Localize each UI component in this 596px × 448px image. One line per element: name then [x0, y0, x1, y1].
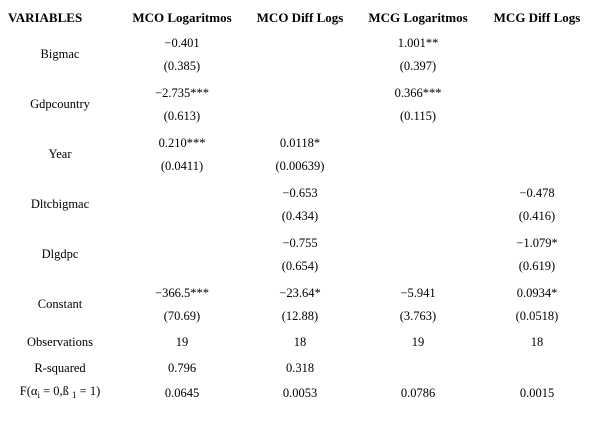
stat-value: 0.0786 [400, 386, 436, 400]
subscript: 1 [72, 390, 77, 400]
stat-label: F(αi = 0,ß 1 = 1) [20, 384, 100, 402]
row-label: Constant [37, 297, 83, 311]
row-label: Year [48, 147, 72, 161]
standard-error: (0.416) [518, 209, 556, 223]
label-text: Observations [27, 335, 93, 349]
standard-error: (0.0518) [515, 309, 559, 323]
coefficient: −0.478 [519, 186, 555, 200]
coefficient: 1.001** [397, 36, 439, 50]
standard-error: (0.434) [281, 209, 319, 223]
header-cell: MCG Diff Logs [493, 10, 581, 25]
stat-value: 0.0015 [519, 386, 555, 400]
coefficient: −23.64* [279, 286, 321, 300]
standard-error: (0.00639) [275, 159, 325, 173]
label-text: = 0,ß [39, 384, 73, 398]
standard-error: (70.69) [163, 309, 201, 323]
coefficient: −1.079* [516, 236, 558, 250]
stat-label: R-squared [34, 361, 85, 375]
standard-error: (0.613) [163, 109, 201, 123]
standard-error: (12.88) [281, 309, 319, 323]
coefficient: −5.941 [400, 286, 436, 300]
row-label: Bigmac [40, 47, 80, 61]
row-label: Dlgdpc [41, 247, 79, 261]
standard-error: (0.397) [399, 59, 437, 73]
subscript: i [37, 390, 40, 400]
coefficient: −2.735*** [155, 86, 209, 100]
coefficient: 0.0934* [516, 286, 558, 300]
coefficient: −0.401 [164, 36, 200, 50]
standard-error: (0.385) [163, 59, 201, 73]
header-cell: VARIABLES [8, 10, 83, 25]
stat-value: 18 [530, 335, 544, 349]
stat-value: 0.796 [167, 360, 197, 375]
stat-value: 0.0645 [164, 386, 200, 400]
header-cell: MCO Logaritmos [132, 10, 232, 25]
standard-error: (0.654) [281, 259, 319, 273]
standard-error: (0.619) [518, 259, 556, 273]
standard-error: (0.115) [400, 109, 436, 123]
stat-value: 19 [411, 335, 425, 349]
header-cell: MCO Diff Logs [256, 10, 344, 25]
stat-value: 19 [175, 335, 189, 349]
standard-error: (0.0411) [160, 159, 204, 173]
stat-value: 0.0053 [282, 386, 318, 400]
label-text: R-squared [34, 360, 86, 375]
coefficient: −0.755 [282, 236, 318, 250]
row-label: Dltcbigmac [30, 197, 90, 211]
coefficient: 0.0118* [279, 136, 321, 150]
header-cell: MCG Logaritmos [368, 10, 468, 25]
stat-value: 0.318 [285, 360, 315, 375]
stat-value: 18 [293, 335, 307, 349]
stat-label: Observations [27, 335, 93, 349]
coefficient: −0.653 [282, 186, 318, 200]
label-text: F(α [19, 384, 38, 398]
standard-error: (3.763) [399, 309, 437, 323]
coefficient: 0.366*** [394, 86, 442, 100]
row-label: Gdpcountry [30, 97, 90, 111]
coefficient: 0.210*** [158, 136, 206, 150]
label-text: = 1) [76, 384, 101, 398]
coefficient: −366.5*** [155, 286, 209, 300]
